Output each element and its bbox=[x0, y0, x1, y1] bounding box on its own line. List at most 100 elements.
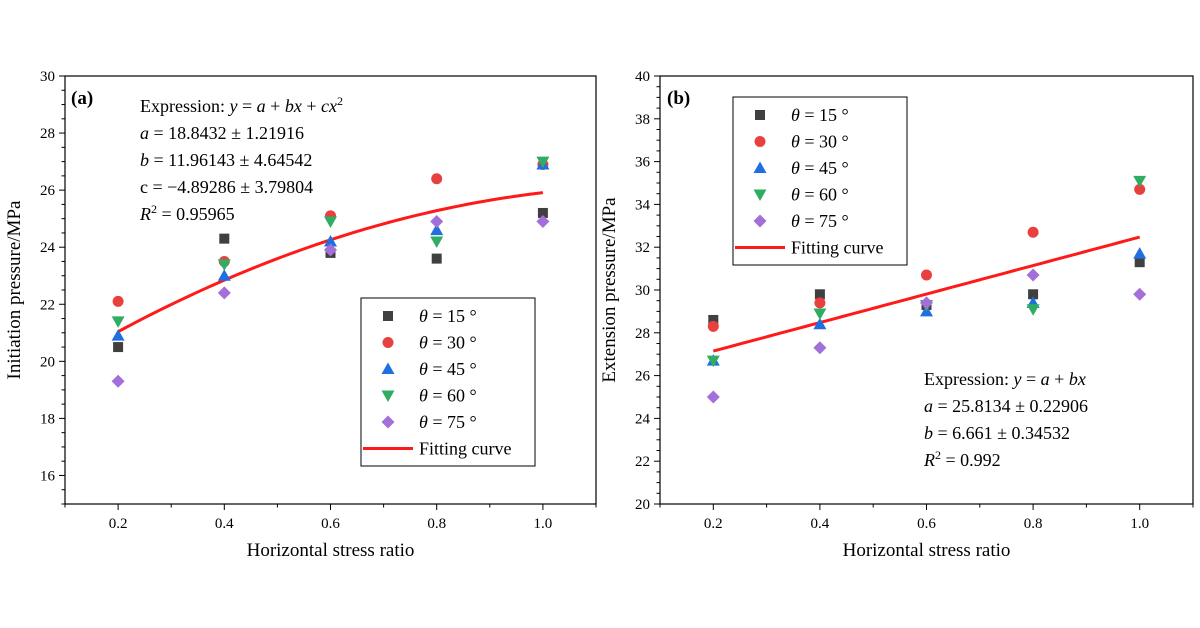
panel-a-point-s1 bbox=[113, 342, 124, 353]
panel-b-legend-label-s4: θ = 60 ° bbox=[791, 185, 849, 205]
panel-a-y-axis-title: Initiation pressure/MPa bbox=[4, 200, 25, 379]
panel-a-annotation-c: c = −4.89286 ± 3.79804 bbox=[140, 177, 313, 197]
panel-b-y-tick-label: 38 bbox=[635, 112, 650, 128]
panel-b-legend-marker-s5 bbox=[753, 214, 767, 228]
panel-b-annotation-a: a = 25.8134 ± 0.22906 bbox=[924, 396, 1088, 416]
panel-b-point-s2 bbox=[1134, 183, 1146, 195]
panel-b-label: (b) bbox=[667, 88, 690, 109]
panel-a-x-axis-title: Horizontal stress ratio bbox=[247, 540, 415, 561]
panel-a-legend-marker-s5 bbox=[381, 415, 395, 429]
panel-b-point-s2 bbox=[814, 297, 826, 309]
panel-a-legend-marker-s2 bbox=[382, 337, 394, 348]
panel-b-point-s5 bbox=[1026, 268, 1040, 282]
panel-a-point-s1 bbox=[219, 233, 230, 244]
panel-b-annotation: Expression: y = a + bx a = 25.8134 ± 0.22… bbox=[923, 369, 1088, 470]
panel-b-x-tick-label: 0.4 bbox=[811, 516, 830, 532]
panel-a-legend-box bbox=[360, 297, 536, 467]
panel-b-annotation-r2: R2 = 0.992 bbox=[923, 448, 1001, 470]
panel-a-y-tick-label: 24 bbox=[40, 240, 56, 256]
panel-b-point-s2 bbox=[707, 320, 719, 332]
panel-a-point-s2 bbox=[431, 173, 443, 185]
panel-b-legend-marker-s4 bbox=[753, 189, 767, 201]
panel-b-x-tick-label: 0.6 bbox=[917, 516, 936, 532]
panel-b-point-s1 bbox=[814, 289, 825, 300]
panel-b-legend: θ = 15 ° θ = 30 ° θ = 45 ° θ = 60 ° θ = 75 °… bbox=[732, 96, 908, 266]
panel-a-point-s5 bbox=[111, 374, 125, 388]
panel-b-y-tick-label: 22 bbox=[635, 454, 650, 470]
panel-a-legend-label-s5: θ = 75 ° bbox=[419, 412, 477, 432]
panel-a-x-tick-label: 0.2 bbox=[109, 516, 128, 532]
panel-a-annotation-expression: Expression: y = a + bx + cx2 bbox=[140, 94, 343, 116]
panel-b-point-s5 bbox=[706, 390, 720, 404]
panel-a-y-tick-label: 16 bbox=[40, 468, 56, 484]
panel-a-point-s3 bbox=[111, 329, 125, 341]
panel-a-point-s3 bbox=[217, 269, 231, 281]
panel-a-annotation: Expression: y = a + bx + cx2 a = 18.8432 … bbox=[139, 94, 343, 224]
panel-a-y-tick-label: 22 bbox=[40, 297, 55, 313]
panel-a-point-s3 bbox=[324, 234, 337, 247]
panel-a-legend-label-s4: θ = 60 ° bbox=[419, 386, 477, 406]
panel-b-annotation-expression: Expression: y = a + bx bbox=[924, 369, 1086, 389]
panel-b-legend-marker-s1 bbox=[755, 110, 765, 120]
panel-a-legend-marker-s3 bbox=[381, 362, 395, 374]
panel-b-point-s4 bbox=[1026, 304, 1040, 316]
panel-a-point-s5 bbox=[430, 215, 444, 229]
panel-a-legend-label-s1: θ = 15 ° bbox=[419, 306, 477, 326]
panel-a-point-s4 bbox=[111, 316, 125, 328]
panel-a-y-tick-label: 28 bbox=[40, 126, 55, 142]
panel-b-chart: 0.2 0.4 0.6 0.8 1.0 20 22 24 26 28 30 32 34 36 38 40 Hor… bbox=[599, 69, 1194, 561]
panel-b-legend-label-s2: θ = 30 ° bbox=[791, 132, 849, 152]
panel-a-point-s1 bbox=[431, 253, 442, 264]
panel-b-point-s1 bbox=[1028, 289, 1039, 300]
panel-a-x-tick-label: 0.4 bbox=[215, 516, 234, 532]
panel-b-x-tick-label: 0.8 bbox=[1024, 516, 1043, 532]
panel-b-y-tick-label: 24 bbox=[635, 411, 651, 427]
panel-a-point-s4 bbox=[536, 156, 550, 169]
panel-a-legend-label-s2: θ = 30 ° bbox=[419, 333, 477, 353]
panel-b-point-s3 bbox=[813, 317, 827, 330]
panel-a-legend-label-s3: θ = 45 ° bbox=[419, 359, 477, 379]
panel-b-point-s4 bbox=[813, 308, 827, 321]
panel-a-annotation-a: a = 18.8432 ± 1.21916 bbox=[140, 123, 304, 143]
panel-a-y-tick-label: 18 bbox=[40, 411, 55, 427]
panel-b-y-tick-label: 36 bbox=[635, 155, 651, 171]
panel-a-x-tick-label: 0.6 bbox=[321, 516, 340, 532]
panel-a-point-s1 bbox=[537, 207, 548, 218]
panel-a-point-s3 bbox=[430, 223, 444, 236]
panel-b-point-s1 bbox=[708, 314, 719, 325]
panel-b-y-tick-label: 30 bbox=[635, 283, 650, 299]
panel-a-legend-marker-s1 bbox=[383, 311, 393, 321]
panel-a-point-s5 bbox=[536, 215, 550, 229]
panel-b-legend-label-s3: θ = 45 ° bbox=[791, 158, 849, 178]
panel-a-point-s4 bbox=[324, 216, 337, 229]
panel-a-annotation-b: b = 11.96143 ± 4.64542 bbox=[140, 150, 312, 170]
panel-a-annotation-r2: R2 = 0.95965 bbox=[139, 202, 235, 224]
panel-b-point-s5 bbox=[920, 296, 933, 310]
panel-b-legend-box bbox=[732, 96, 908, 266]
panel-b-y-tick-label: 40 bbox=[635, 69, 650, 85]
panel-b-point-s4 bbox=[1133, 175, 1147, 188]
panel-b-point-s4 bbox=[706, 355, 720, 368]
panel-b-y-tick-label: 28 bbox=[635, 326, 650, 342]
panel-a-y-tick-label: 20 bbox=[40, 354, 55, 370]
panel-b-point-s2 bbox=[921, 269, 932, 281]
panel-a-point-s4 bbox=[430, 236, 444, 248]
panel-a-point-s5 bbox=[217, 286, 231, 300]
panel-b-x-tick-label: 1.0 bbox=[1130, 516, 1149, 532]
panel-a-point-s5 bbox=[324, 243, 337, 257]
panel-b-y-tick-label: 32 bbox=[635, 240, 650, 256]
panel-b-legend-label-s5: θ = 75 ° bbox=[791, 211, 849, 231]
panel-a-legend: θ = 15 ° θ = 30 ° θ = 45 ° θ = 60 ° θ = 75 °… bbox=[360, 297, 536, 467]
panel-b-legend-marker-s2 bbox=[754, 136, 766, 147]
panel-a-label: (a) bbox=[71, 88, 93, 109]
panel-a-legend-label-fit: Fitting curve bbox=[419, 439, 512, 459]
panel-b-x-axis-title: Horizontal stress ratio bbox=[843, 540, 1011, 561]
panel-a-chart: 0.2 0.4 0.6 0.8 1.0 16 18 20 22 24 26 28 30 Horizonta… bbox=[4, 69, 597, 561]
panel-b-point-s2 bbox=[1027, 226, 1039, 238]
panel-b-x-tick-label: 0.2 bbox=[704, 516, 723, 532]
panel-a-y-tick-label: 26 bbox=[40, 183, 56, 199]
panel-a-y-tick-label: 30 bbox=[40, 69, 55, 85]
panel-b-y-tick-label: 26 bbox=[635, 369, 651, 385]
panel-b-point-s1 bbox=[1134, 257, 1145, 268]
